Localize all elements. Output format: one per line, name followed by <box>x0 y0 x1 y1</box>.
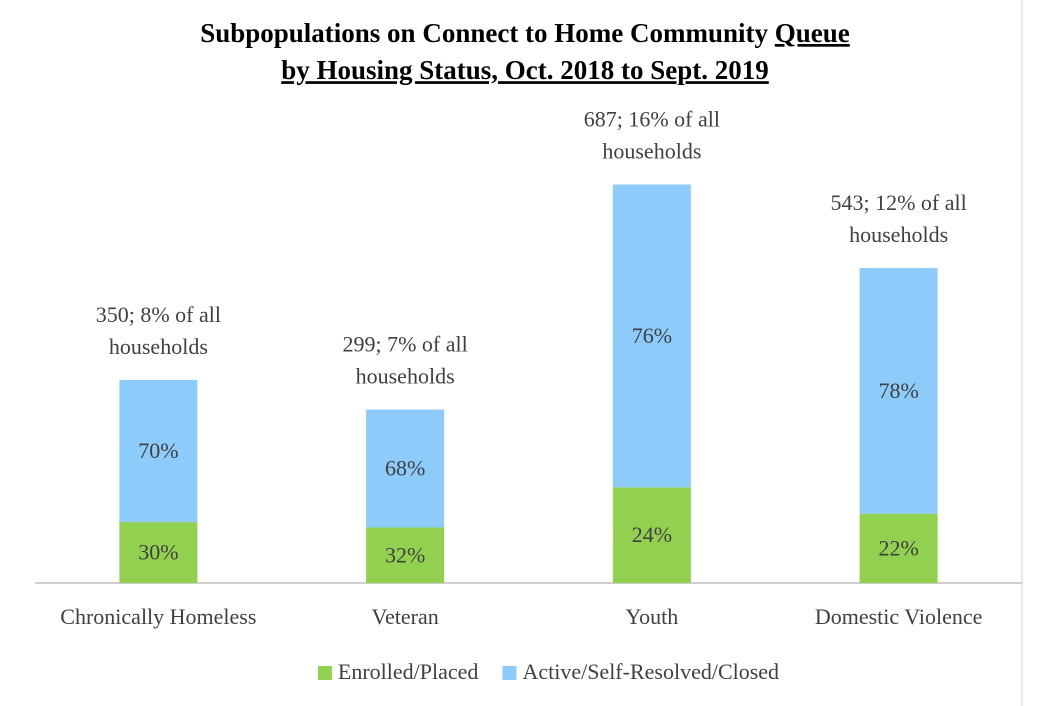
chart-title: Subpopulations on Connect to Home Commun… <box>200 18 850 48</box>
value-label: 22% <box>878 535 918 560</box>
total-label: 687; 16% of all <box>584 107 720 132</box>
value-label: 30% <box>138 540 178 565</box>
value-label: 68% <box>385 456 425 481</box>
bar-segment <box>859 268 938 514</box>
total-label: 350; 8% of all <box>96 302 221 327</box>
legend-swatch <box>317 666 332 680</box>
x-tick-label: Veteran <box>372 604 439 629</box>
value-label: 76% <box>632 323 672 348</box>
legend-label: Active/Self-Resolved/Closed <box>522 659 779 684</box>
bar-segment <box>119 522 198 583</box>
value-label: 24% <box>632 522 672 547</box>
bar-segment <box>859 513 938 583</box>
total-label: households <box>356 364 455 389</box>
legend-label: Enrolled/Placed <box>338 659 479 684</box>
bar-segment <box>366 527 445 583</box>
title-part: Queue <box>775 18 850 48</box>
value-label: 32% <box>385 542 425 567</box>
x-tick-label: Youth <box>625 604 678 629</box>
total-label: households <box>109 334 208 359</box>
x-tick-label: Domestic Violence <box>815 604 983 629</box>
bar-segment <box>612 487 691 583</box>
bar-segment <box>366 409 445 528</box>
total-label: households <box>602 139 701 164</box>
x-tick-label: Chronically Homeless <box>60 604 256 629</box>
total-label: 299; 7% of all <box>342 332 467 357</box>
total-label: 543; 12% of all <box>830 190 966 215</box>
bar-segment <box>612 184 691 488</box>
value-label: 70% <box>138 438 178 463</box>
title-part: Subpopulations on Connect to Home Commun… <box>200 18 768 48</box>
bar-segment <box>119 380 198 523</box>
value-label: 78% <box>878 378 918 403</box>
legend-swatch <box>502 666 517 680</box>
chart-subtitle: by Housing Status, Oct. 2018 to Sept. 20… <box>281 55 769 85</box>
total-label: households <box>849 222 948 247</box>
